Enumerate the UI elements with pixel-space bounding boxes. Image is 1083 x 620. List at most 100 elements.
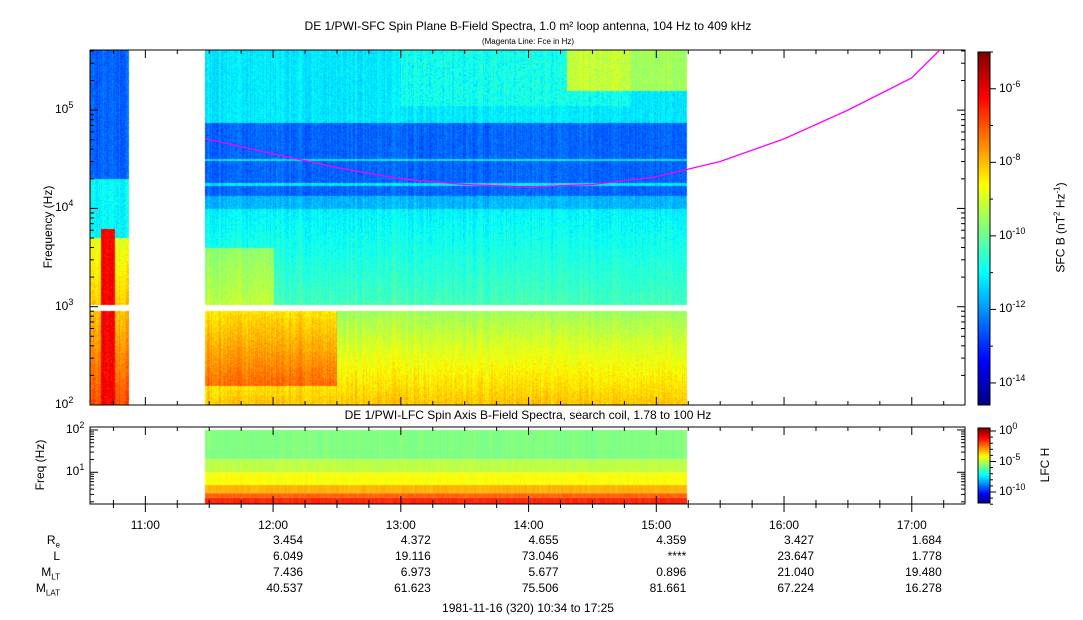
lfc-colorbar-tick-label: 100 [999, 421, 1017, 437]
sfc-ytick-label: 103 [55, 297, 73, 313]
xtick-label: 16:00 [769, 518, 800, 532]
ephemeris-value: 1.778 [911, 549, 942, 563]
exponent: -6 [1012, 78, 1021, 89]
base: 10 [66, 421, 80, 436]
exponent: 1 [79, 462, 85, 473]
base: 10 [999, 453, 1013, 468]
base: 10 [999, 154, 1013, 169]
row-label: R [46, 533, 56, 547]
row-label-sub: LAT [45, 588, 60, 598]
ephemeris-value: 81.661 [649, 581, 687, 595]
sfc-ytick-label: 102 [55, 395, 73, 411]
ephemeris-value: 3.454 [273, 533, 304, 547]
base: 10 [999, 301, 1013, 316]
ephemeris-value: 23.647 [777, 549, 815, 563]
ephemeris-value: 4.372 [400, 533, 431, 547]
ephemeris-value: 4.655 [528, 533, 559, 547]
sfc-ytick-label: 105 [55, 100, 73, 116]
base: 10 [999, 423, 1013, 437]
sfc-subtitle: (Magenta Line: Fce in Hz) [481, 37, 575, 46]
ephemeris-value: 19.480 [905, 565, 942, 579]
ephemeris-value: 0.896 [656, 565, 687, 579]
exponent: 0 [1012, 421, 1018, 431]
lfc-colorbar-label: LFC H [1038, 447, 1052, 483]
sfc-colorbar-tick-label: 10-14 [999, 373, 1025, 389]
exponent: -12 [1012, 299, 1026, 310]
exponent: 4 [68, 198, 74, 209]
ephemeris-value: 40.537 [266, 581, 304, 595]
base: 10 [66, 464, 80, 479]
sfc-ytick-label: 104 [55, 198, 73, 214]
exponent: 5 [68, 100, 74, 111]
base: 10 [999, 484, 1013, 498]
base: 10 [55, 200, 69, 215]
ephemeris-value: 67.224 [777, 581, 815, 595]
exponent: -5 [1012, 451, 1021, 462]
base: 10 [55, 298, 69, 313]
ephemeris-value: 3.427 [784, 533, 815, 547]
exponent: 2 [79, 419, 85, 430]
ephemeris-value: 1.684 [911, 533, 942, 547]
sfc-frame [89, 49, 966, 406]
ephemeris-row-label: MLT [0, 565, 60, 581]
exponent: -10 [1012, 482, 1026, 492]
lfc-ytick-label: 102 [66, 420, 84, 436]
ephemeris-value: 21.040 [777, 565, 815, 579]
sfc-ylabel: Frequency (Hz) [41, 185, 55, 269]
lfc-title: DE 1/PWI-LFC Spin Axis B-Field Spectra, … [344, 408, 712, 422]
fce-line [205, 49, 941, 188]
ephemeris-value: 4.359 [656, 533, 687, 547]
exponent: 3 [68, 296, 74, 307]
lfc-colorbar [978, 428, 990, 503]
lfc-spectrogram [90, 427, 965, 504]
base: 10 [999, 374, 1013, 389]
sfc-colorbar-tick-label: 10-8 [999, 152, 1020, 168]
ephemeris-value: 16.278 [905, 581, 942, 595]
exponent: -8 [1012, 152, 1021, 163]
ephemeris-value: 6.049 [273, 549, 304, 563]
ephemeris-value: 5.677 [528, 565, 559, 579]
ephemeris-value: 75.506 [521, 581, 559, 595]
xtick-label: 15:00 [641, 518, 672, 532]
base: 10 [55, 397, 69, 411]
exponent: -14 [1012, 372, 1026, 383]
sfc-colorbar-tick-label: 10-10 [999, 226, 1025, 242]
row-label: M [35, 581, 46, 595]
base: 10 [999, 227, 1013, 242]
ephemeris-value: 73.046 [521, 549, 559, 563]
sfc-colorbar-label: SFC B (nT2 Hz-1) [1052, 182, 1068, 273]
base: 10 [999, 80, 1013, 95]
lfc-frame [89, 426, 966, 505]
ephemeris-value: 7.436 [273, 565, 304, 579]
xtick-label: 13:00 [385, 518, 416, 532]
sfc-colorbar-tick-label: 10-12 [999, 299, 1025, 315]
sfc-colorbar-frame [977, 51, 991, 406]
ephemeris-value: **** [667, 549, 687, 563]
lfc-ylabel: Freq (Hz) [33, 439, 47, 491]
sfc-title: DE 1/PWI-SFC Spin Plane B-Field Spectra,… [304, 19, 752, 33]
lfc-colorbar-tick-label: 10-10 [999, 482, 1025, 498]
sfc-spectrogram [90, 50, 965, 405]
footer-date: 1981-11-16 (320) 10:34 to 17:25 [442, 601, 614, 615]
exponent: -10 [1012, 225, 1026, 236]
ephemeris-value: 61.623 [394, 581, 431, 595]
lfc-colorbar-frame [977, 427, 991, 504]
exponent: 2 [68, 395, 74, 405]
row-label-sub: e [55, 540, 60, 550]
lfc-colorbar-tick-label: 10-5 [999, 452, 1020, 468]
xtick-label: 12:00 [258, 518, 289, 532]
sfc-colorbar-tick-label: 10-6 [999, 79, 1020, 95]
row-label-sub: LT [51, 572, 60, 582]
xtick-label: 14:00 [513, 518, 544, 532]
ephemeris-value: 19.116 [395, 549, 431, 563]
ephemeris-value: 6.973 [400, 565, 431, 579]
ephemeris-row-label: MLAT [0, 581, 60, 597]
lfc-ytick-label: 101 [66, 462, 84, 478]
sfc-colorbar [978, 52, 990, 405]
xtick-label: 17:00 [896, 518, 927, 532]
ephemeris-row-label: L [0, 549, 60, 565]
row-label: M [41, 565, 52, 579]
row-label: L [53, 549, 60, 563]
base: 10 [55, 102, 69, 117]
